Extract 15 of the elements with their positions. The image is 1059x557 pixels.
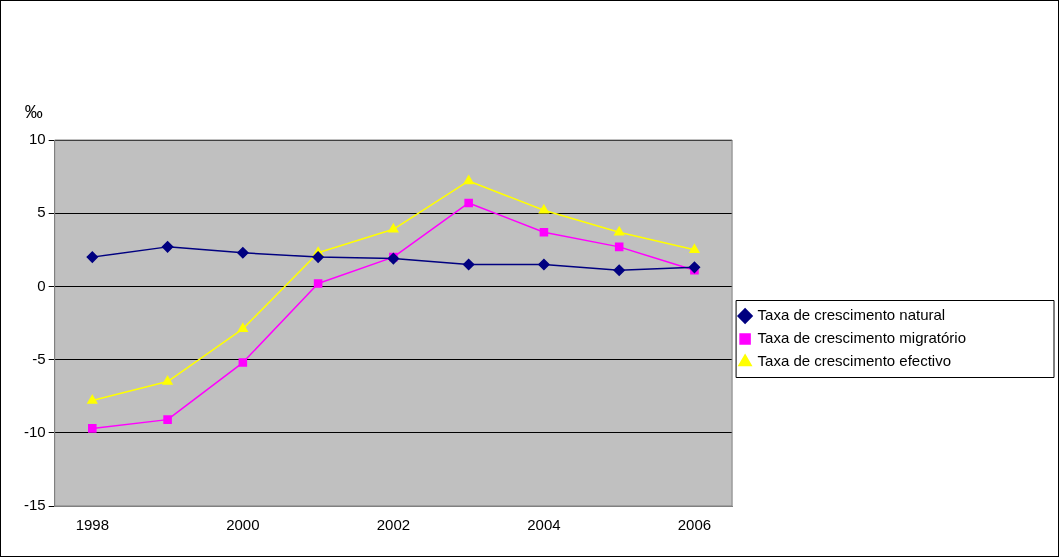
y-tick-label: 10 [28, 130, 46, 148]
x-tick-label: 2004 [527, 516, 561, 534]
y-tick-label: 0 [37, 276, 46, 294]
y-tick-label: -5 [32, 349, 46, 367]
x-tick-label: 1998 [75, 516, 109, 534]
y-tick-label: 5 [37, 203, 46, 221]
legend-label: Taxa de crescimento natural [757, 306, 946, 324]
legend-label: Taxa de crescimento migratório [757, 329, 966, 347]
x-tick-label: 2002 [376, 516, 411, 534]
y-tick-label: -15 [23, 496, 46, 514]
legend-label: Taxa de crescimento efectivo [757, 352, 952, 370]
x-tick-label: 2006 [677, 516, 712, 534]
y-tick-label: -10 [23, 422, 46, 440]
y-axis-title: ‰ [24, 101, 43, 122]
x-tick-label: 2000 [226, 516, 260, 534]
